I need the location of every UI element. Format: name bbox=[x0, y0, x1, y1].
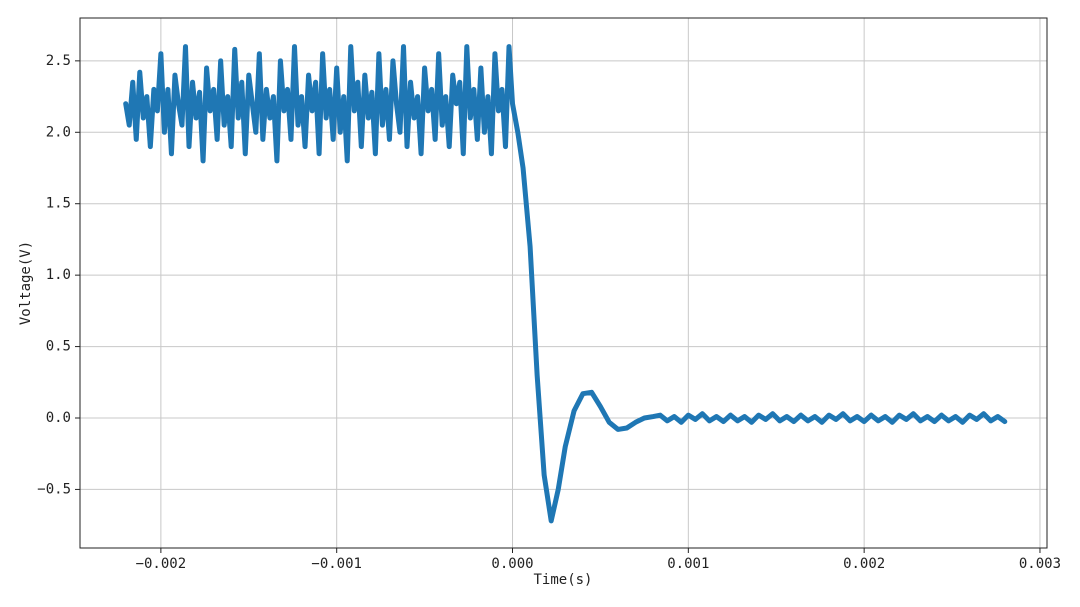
x-tick-label: 0.001 bbox=[667, 556, 709, 572]
x-tick-label: 0.002 bbox=[843, 556, 885, 572]
x-tick-label: 0.003 bbox=[1019, 556, 1061, 572]
y-tick-label: 1.5 bbox=[46, 196, 71, 212]
y-tick-label: 0.0 bbox=[46, 410, 71, 426]
y-tick-label: 0.5 bbox=[46, 339, 71, 355]
y-axis-label: Voltage(V) bbox=[18, 241, 34, 325]
x-tick-label: 0.000 bbox=[491, 556, 533, 572]
y-tick-label: −0.5 bbox=[37, 481, 71, 497]
data-line bbox=[123, 44, 1008, 524]
y-tick-label: 2.5 bbox=[46, 53, 71, 69]
x-tick-label: −0.002 bbox=[136, 556, 187, 572]
plot-frame bbox=[79, 17, 1048, 549]
x-tick-label: −0.001 bbox=[311, 556, 362, 572]
x-axis-label: Time(s) bbox=[533, 572, 592, 588]
y-tick-label: 1.0 bbox=[46, 267, 71, 283]
y-tick-label: 2.0 bbox=[46, 124, 71, 140]
